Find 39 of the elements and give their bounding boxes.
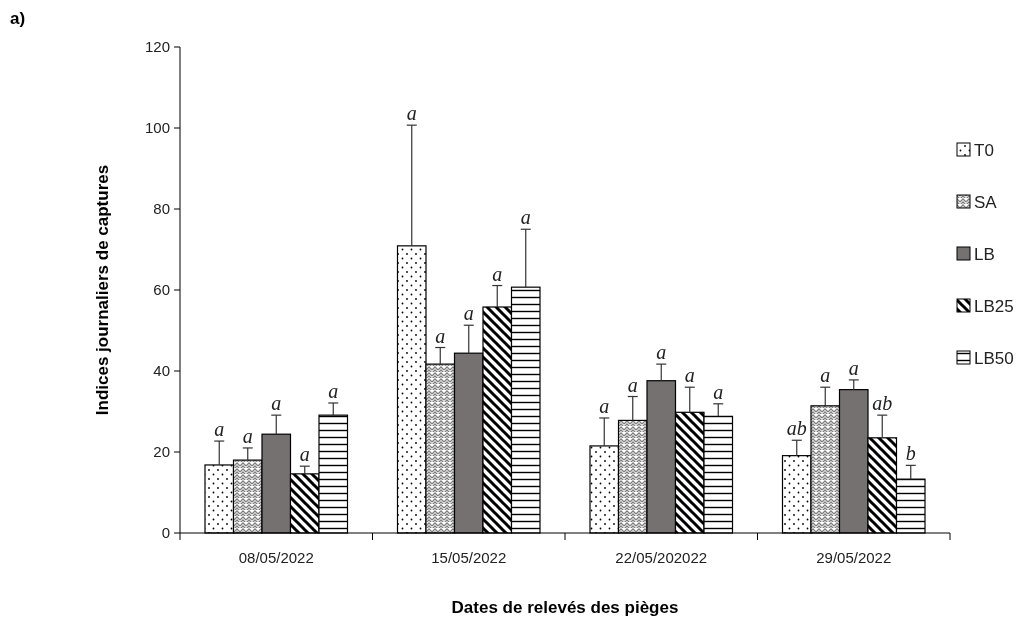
y-tick-label: 60 bbox=[153, 281, 170, 299]
text: a) bbox=[10, 9, 26, 28]
annotation: b bbox=[905, 442, 916, 465]
x-tick-label: 29/05/2022 bbox=[816, 549, 892, 566]
annotation: a bbox=[627, 373, 638, 396]
annotation: a bbox=[848, 356, 859, 379]
annotation: ab bbox=[786, 417, 807, 440]
annotation: a bbox=[520, 206, 531, 229]
annotation: ab bbox=[872, 392, 893, 415]
legend-label: LB50 bbox=[974, 348, 1014, 368]
x-tick-label: 15/05/2022 bbox=[431, 549, 507, 566]
legend-label: T0 bbox=[974, 140, 994, 160]
y-tick-label: 20 bbox=[153, 443, 170, 461]
annotation: a bbox=[242, 424, 253, 447]
annotation: a bbox=[820, 364, 831, 387]
annotation: a bbox=[684, 364, 695, 387]
annotation: a bbox=[271, 392, 282, 415]
y-tick-label: 100 bbox=[144, 119, 170, 137]
annotation: a bbox=[492, 262, 503, 285]
legend-label: SA bbox=[974, 192, 998, 212]
annotation: a bbox=[299, 443, 310, 466]
annotation: a bbox=[463, 302, 474, 325]
annotation: a bbox=[713, 380, 724, 403]
x-axis-title: Dates de relevés des pièges bbox=[451, 598, 679, 617]
y-tick-label: 40 bbox=[153, 362, 170, 380]
y-tick-label: 0 bbox=[161, 524, 170, 542]
legend-label: LB bbox=[974, 244, 995, 264]
y-axis-title: Indices journaliers de captures bbox=[93, 164, 112, 416]
annotation: a bbox=[214, 418, 225, 441]
y-tick-label: 80 bbox=[153, 200, 170, 218]
annotation: a bbox=[435, 324, 446, 347]
x-tick-label: 22/05/202022 bbox=[615, 549, 708, 566]
annotation: a bbox=[328, 379, 339, 402]
annotation: a bbox=[656, 341, 667, 364]
annotation: a bbox=[599, 394, 610, 417]
y-tick-label: 120 bbox=[144, 38, 170, 56]
legend-label: LB25 bbox=[974, 296, 1014, 316]
x-tick-label: 08/05/2022 bbox=[238, 549, 314, 566]
annotation: a bbox=[406, 102, 417, 125]
